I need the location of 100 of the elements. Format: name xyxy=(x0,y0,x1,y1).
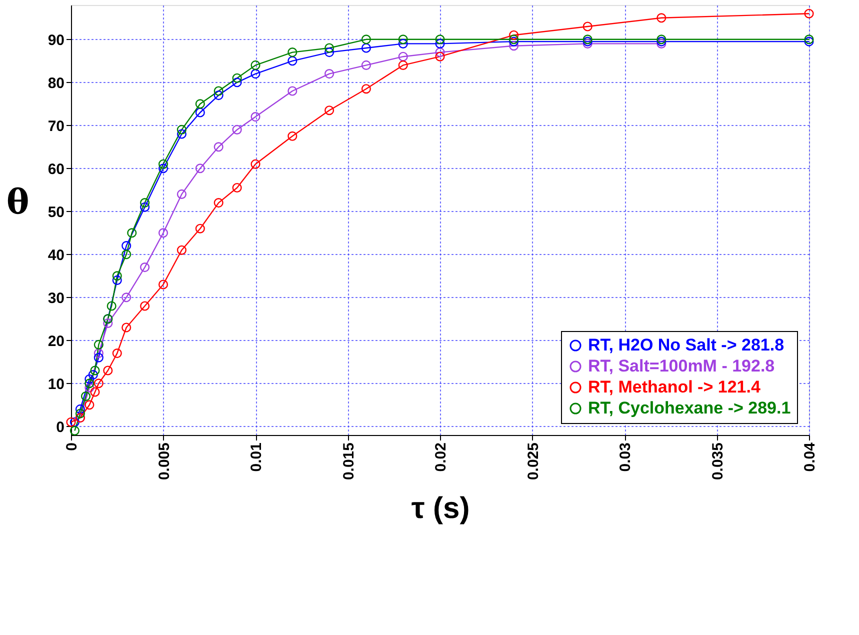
point xyxy=(66,417,76,427)
y-tick-label: 0 xyxy=(56,418,64,436)
x-tick-label: 0.015 xyxy=(340,442,358,480)
point xyxy=(288,48,298,58)
point xyxy=(804,8,814,18)
y-tick-label: 90 xyxy=(48,32,64,49)
x-tick-label: 0.01 xyxy=(248,442,265,472)
y-tick-label: 20 xyxy=(48,332,64,350)
point xyxy=(361,34,371,44)
legend-label: RT, H2O No Salt -> 281.8 xyxy=(588,336,784,354)
point xyxy=(70,426,80,436)
point xyxy=(127,228,137,238)
point xyxy=(582,22,592,32)
point xyxy=(106,301,116,311)
point xyxy=(140,262,150,272)
point xyxy=(435,38,445,48)
point xyxy=(140,198,150,208)
point xyxy=(70,417,80,427)
point xyxy=(656,13,666,23)
point xyxy=(103,366,113,376)
y-tick-label: 30 xyxy=(48,290,64,307)
point xyxy=(158,159,168,169)
point xyxy=(176,129,186,139)
point xyxy=(361,43,371,53)
y-tick-label: 40 xyxy=(48,246,64,264)
point xyxy=(84,378,94,388)
point xyxy=(122,241,132,251)
point xyxy=(232,124,242,134)
point xyxy=(361,84,371,94)
x-tick-label: 0.02 xyxy=(432,442,450,472)
point xyxy=(324,69,334,79)
point xyxy=(361,60,371,70)
point xyxy=(195,164,205,174)
point xyxy=(158,164,168,174)
point xyxy=(75,408,86,418)
point xyxy=(112,271,122,281)
x-tick-label: 0.035 xyxy=(709,442,726,480)
point xyxy=(195,99,205,109)
point xyxy=(84,382,94,392)
point xyxy=(288,56,298,66)
point xyxy=(88,370,98,380)
point xyxy=(112,348,122,358)
point xyxy=(398,60,408,70)
point xyxy=(435,52,445,62)
point xyxy=(398,38,408,48)
point xyxy=(214,90,224,100)
point xyxy=(158,228,168,238)
point xyxy=(214,142,224,152)
point xyxy=(288,131,298,141)
point xyxy=(94,378,104,388)
point xyxy=(435,48,445,58)
point xyxy=(435,34,445,44)
point xyxy=(250,69,260,79)
point xyxy=(398,52,408,62)
y-tick-label: 50 xyxy=(48,204,64,221)
point xyxy=(195,224,205,234)
point xyxy=(112,275,122,285)
point xyxy=(250,159,260,169)
point xyxy=(232,73,242,83)
x-tick-label: 0.04 xyxy=(802,442,818,472)
y-tick-label: 60 xyxy=(48,160,64,178)
legend-label: RT, Methanol -> 121.4 xyxy=(588,378,761,396)
legend-label: RT, Cyclohexane -> 289.1 xyxy=(588,398,791,418)
point xyxy=(250,112,260,122)
x-axis-title: τ (s) xyxy=(411,492,470,526)
point xyxy=(75,404,86,414)
point xyxy=(94,348,104,358)
point xyxy=(94,340,104,350)
point xyxy=(250,60,260,70)
point xyxy=(214,198,224,208)
point xyxy=(232,78,242,88)
point xyxy=(103,318,113,328)
point xyxy=(158,280,168,290)
point xyxy=(509,30,519,40)
point xyxy=(195,108,205,118)
point xyxy=(80,392,91,402)
y-axis-title: θ xyxy=(6,182,30,222)
point xyxy=(509,41,519,51)
point xyxy=(90,387,100,397)
point xyxy=(140,202,150,212)
point xyxy=(140,301,150,311)
point xyxy=(94,352,104,362)
x-tick-label: 0 xyxy=(64,442,80,451)
point xyxy=(84,400,94,410)
point xyxy=(176,124,186,134)
point xyxy=(84,374,94,384)
point xyxy=(176,245,186,255)
point xyxy=(214,86,224,96)
point xyxy=(398,34,408,44)
y-tick-label: 70 xyxy=(48,118,64,135)
legend-label: RT, Salt=100mM - 192.8 xyxy=(588,356,775,376)
point xyxy=(288,86,298,96)
point xyxy=(90,366,100,376)
y-tick-label: 80 xyxy=(48,74,64,92)
point xyxy=(324,43,334,53)
point xyxy=(324,48,334,58)
point xyxy=(122,322,132,332)
x-tick-label: 0.025 xyxy=(524,442,542,480)
point xyxy=(176,189,186,199)
x-tick-label: 0.005 xyxy=(156,442,173,480)
